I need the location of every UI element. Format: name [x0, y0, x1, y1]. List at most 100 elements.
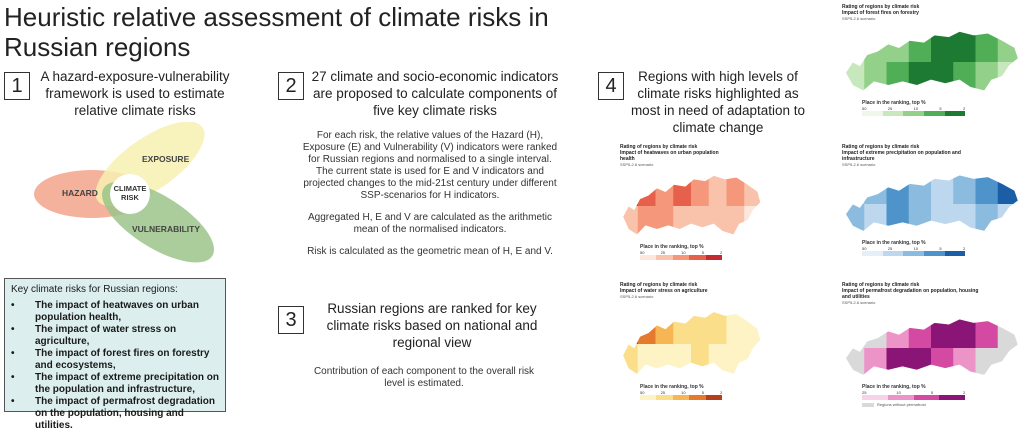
legend-swatch [656, 255, 673, 260]
key-risk-item: The impact of permafrost degradation on … [11, 396, 219, 432]
legend-tick: 10 [681, 250, 686, 255]
map-region [622, 344, 639, 375]
legend-swatch [913, 395, 940, 400]
legend-title: Place in the ranking, top % [862, 100, 926, 106]
map-region [931, 175, 954, 205]
map-region [673, 206, 692, 235]
climate-risk-center [110, 174, 150, 214]
legend-tick: 10 [913, 106, 919, 111]
legend-tick: 10 [681, 390, 686, 395]
map-region [997, 348, 1019, 376]
legend-color-bar [862, 251, 966, 256]
map-scenario: SSP5-2.6 scenario [620, 294, 654, 299]
legend-tick: 5 [939, 246, 942, 251]
legend-tick: 5 [701, 250, 704, 255]
map-legend: Place in the ranking, top % 25 10 5 2 Regions… [862, 384, 966, 407]
legend-swatch [882, 251, 904, 256]
legend-color-bar [640, 395, 723, 400]
legend-color-bar [862, 111, 966, 116]
map-region [845, 175, 865, 205]
map-subtitle: Impact of permafrost degradation on popu… [842, 288, 979, 300]
legend-swatch [923, 111, 945, 116]
map-region [708, 344, 727, 375]
legend-tick: 5 [930, 390, 934, 395]
key-risks-box: Key climate risks for Russian regions: T… [4, 278, 226, 431]
map-region [655, 344, 674, 375]
map-region [637, 311, 656, 345]
map-region [975, 348, 999, 376]
legend-color-bar [862, 395, 966, 400]
legend-tick: 10 [896, 390, 901, 395]
risk-map-card: Rating of regions by climate risk Impact … [842, 4, 1020, 128]
russia-choropleth-map [622, 311, 761, 375]
map-region [691, 175, 710, 207]
step-heading-2: 27 climate and socio-economic indicators… [311, 69, 559, 118]
map-region [908, 62, 932, 91]
legend-swatch [944, 111, 966, 116]
map-region [931, 62, 954, 91]
legend-swatch [640, 255, 657, 260]
legend-tick: 25 [887, 246, 893, 251]
risk-map-card: Rating of regions by climate risk Impact … [842, 282, 1020, 412]
legend-swatch [862, 395, 888, 400]
map-region [708, 311, 727, 345]
legend-swatch [939, 395, 966, 400]
map-region [931, 31, 954, 63]
legend-tick: 50 [862, 246, 867, 251]
map-region [975, 175, 999, 205]
step3-description: Contribution of each component to the ov… [313, 366, 535, 389]
legend-tick: 50 [862, 106, 867, 111]
map-region [886, 348, 910, 376]
map-title: Rating of regions by climate risk [842, 4, 920, 10]
map-region [908, 175, 932, 205]
map-region [975, 319, 999, 349]
map-region [673, 311, 692, 345]
map-region [744, 206, 761, 235]
map-region [975, 62, 999, 91]
map-region [908, 319, 932, 349]
map-region [845, 348, 865, 376]
map-subtitle: Impact of water stress on agriculture [620, 288, 708, 294]
map-region [975, 204, 999, 232]
legend-title: Place in the ranking, top % [862, 384, 926, 390]
map-region [908, 204, 932, 232]
map-title: Rating of regions by climate risk [620, 144, 698, 150]
map-region [726, 175, 745, 207]
map-region [637, 344, 656, 375]
legend-labels: 50 25 10 5 2 [640, 390, 722, 395]
legend-tick: 2 [962, 246, 966, 251]
map-subtitle: Impact of extreme precipitation on popul… [842, 150, 961, 162]
map-outline [622, 311, 761, 375]
legend-tick: 2 [720, 250, 723, 255]
legend-tick: 2 [962, 106, 966, 111]
map-region [622, 206, 639, 235]
map-title: Rating of regions by climate risk [842, 144, 920, 150]
map-legend: Place in the ranking, top % 50 25 10 5 2 [862, 100, 966, 116]
legend-tick: 25 [660, 250, 666, 255]
legend-tick: 25 [660, 390, 666, 395]
legend-swatch [689, 395, 706, 400]
map-region [886, 62, 910, 91]
map-scenario: SSP5-2.6 scenario [842, 16, 876, 21]
map-outline [845, 174, 1019, 232]
map-region [908, 31, 932, 63]
key-risk-item: The impact of heatwaves on urban populat… [11, 300, 219, 324]
legend-tick: 50 [640, 250, 645, 255]
map-region [726, 311, 745, 345]
map-region [931, 319, 954, 349]
legend-color-bar [640, 255, 723, 260]
map-region [931, 204, 954, 232]
map-region [975, 31, 999, 63]
key-risk-item: The impact of forest fires on forestry a… [11, 348, 219, 372]
legend-swatch [705, 395, 723, 400]
map-outline [845, 318, 1019, 376]
map-region [864, 319, 888, 349]
russia-choropleth-map [622, 175, 761, 236]
exposure-label: EXPOSURE [142, 154, 190, 164]
map-outline [845, 31, 1019, 92]
legend-swatch [672, 395, 690, 400]
risk-map-card: Rating of regions by climate risk Impact … [620, 282, 762, 412]
legend-tick: 10 [913, 246, 919, 251]
map-region [931, 348, 954, 376]
no-permafrost-label: Regions without permafrost [877, 402, 926, 407]
